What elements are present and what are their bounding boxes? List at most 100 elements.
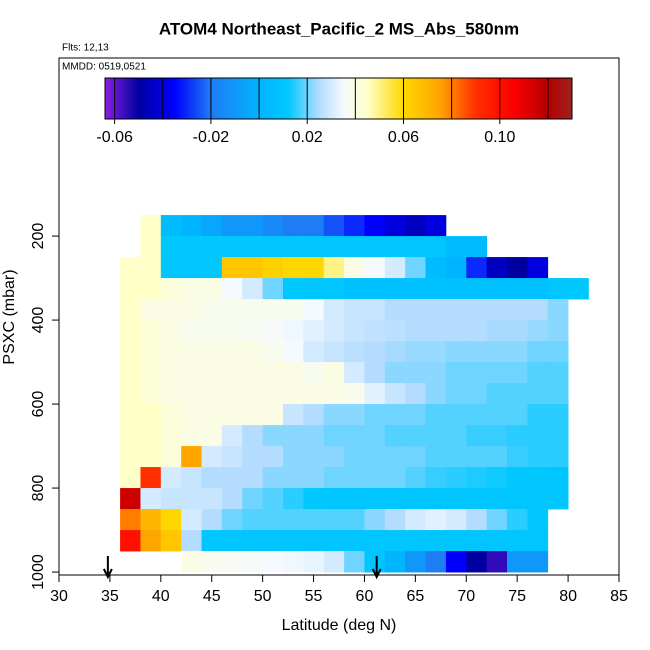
heat-cell [262,278,284,300]
heat-cell [486,467,508,489]
marker-arrow [371,556,382,580]
heat-cell [181,488,202,510]
heat-cell [160,362,182,384]
heat-cell [405,425,426,447]
heat-cell [221,488,243,510]
heat-cell [547,299,569,321]
heat-cell [547,404,569,426]
heat-cell [364,383,386,405]
heat-cell [323,362,345,384]
heat-cell [507,257,528,279]
x-tick-label: 35 [101,588,119,605]
heat-cell [181,257,202,279]
y-axis-label: PSXC (mbar) [1,269,18,364]
heat-cell [323,278,345,300]
heat-cell [547,320,569,342]
heat-cell [384,278,406,300]
heat-cell [405,278,426,300]
heat-cell [221,278,243,300]
heat-cell [242,509,264,531]
heat-cell [425,278,447,300]
heat-cell [160,509,182,531]
heat-cell [405,488,426,510]
heat-cell [507,425,528,447]
heat-cell [384,215,406,237]
heat-cell [405,446,426,468]
heat-cell [466,383,488,405]
heat-cell [160,257,182,279]
heat-cell [364,278,386,300]
heat-cell [120,425,141,447]
heat-cell [201,236,223,258]
heat-cell [527,404,549,426]
heat-cell [405,362,426,384]
heat-cell [160,467,182,489]
heat-cell [425,320,447,342]
heat-cell [445,362,467,384]
heat-cell [323,383,345,405]
heat-cell [425,383,447,405]
heat-cell [140,467,162,489]
heat-cell [405,236,426,258]
heat-cell [323,425,345,447]
heat-cell [120,530,141,552]
heat-cell [221,236,243,258]
heat-cell [303,530,325,552]
heat-cell [160,383,182,405]
heat-cell [384,383,406,405]
heat-cell [466,341,488,363]
heat-cell [364,488,386,510]
heat-cell [242,362,264,384]
heat-cell [445,278,467,300]
heat-cell [507,530,528,552]
y-tick-label: 800 [30,475,47,502]
heat-cell [221,530,243,552]
heat-cell [181,530,202,552]
heat-cell [201,341,223,363]
heat-cell [344,425,365,447]
heat-cell [507,362,528,384]
heat-cell [384,509,406,531]
heat-cell [466,509,488,531]
heat-cell [405,530,426,552]
heat-cell [344,278,365,300]
heat-cell [344,446,365,468]
heat-cell [140,509,162,531]
heat-cell [486,383,508,405]
x-tick-label: 60 [356,588,374,605]
heat-cell [486,278,508,300]
heat-cell [140,341,162,363]
heat-cell [344,488,365,510]
heat-cell [221,383,243,405]
heat-cell [262,236,284,258]
heat-cell [283,215,304,237]
heat-cell [486,257,508,279]
heat-cell [466,278,488,300]
heat-cell [344,467,365,489]
heat-cell [221,257,243,279]
heat-cell [303,446,325,468]
heat-cell [221,446,243,468]
heat-cell [486,341,508,363]
heat-cell [425,530,447,552]
heat-cell [364,236,386,258]
heat-cell [486,425,508,447]
heat-cell [242,530,264,552]
colorbar [104,77,573,120]
heat-cell [262,215,284,237]
heat-cell [344,341,365,363]
heat-cell [303,257,325,279]
heat-cell [262,530,284,552]
heat-cell [323,320,345,342]
heat-cell [221,362,243,384]
heat-cell [140,488,162,510]
heat-cell [425,299,447,321]
colorbar-tick-label: -0.02 [193,129,230,146]
heat-cell [466,362,488,384]
heat-cell [120,320,141,342]
heat-cell [344,299,365,321]
heat-cell [425,236,447,258]
heat-cell [181,278,202,300]
heat-cell [283,467,304,489]
heat-cell [201,509,223,531]
